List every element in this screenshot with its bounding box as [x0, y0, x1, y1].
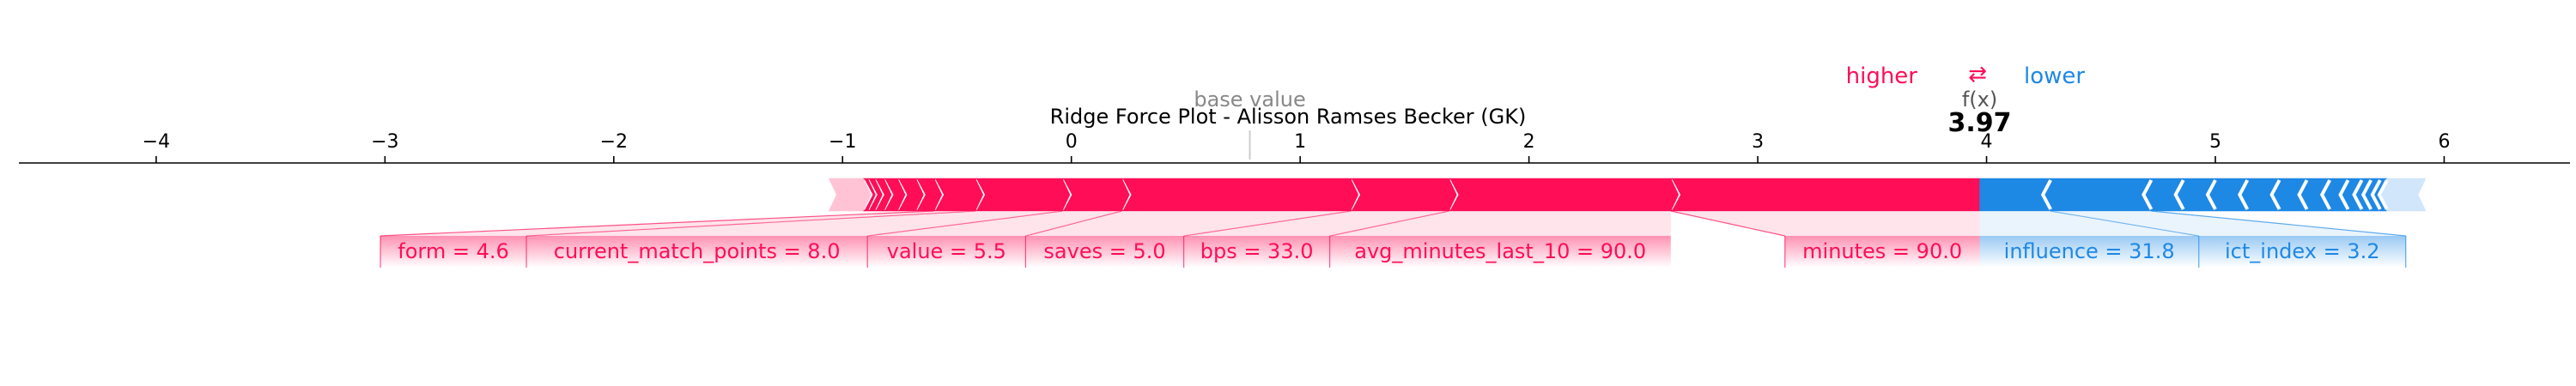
- feature-label-connector-line: [380, 210, 934, 237]
- feature-label-connector: [1025, 211, 1351, 236]
- force-bar-separator: [2338, 179, 2350, 210]
- force-bar-separator: [2297, 179, 2309, 210]
- feature-label: bps = 33.0: [1200, 239, 1314, 263]
- feature-label: minutes = 90.0: [1802, 239, 1962, 263]
- force-bar-separator: [2238, 179, 2250, 210]
- feature-label-shade: [380, 236, 527, 268]
- x-axis: −4 −3 −2 −1 0 1 2 3 4 5 6: [19, 131, 2570, 164]
- x-axis-tick-label: 6: [2438, 131, 2450, 153]
- x-axis-tick-label: 5: [2209, 131, 2221, 153]
- x-axis-tick-label: 2: [1523, 131, 1535, 153]
- feature-label-connector: [1670, 211, 1980, 236]
- feature-labels: minutes = 90.0 avg_minutes_last_10 = 90.0…: [380, 210, 2407, 268]
- force-bars: [828, 178, 2427, 212]
- feature-label-shade: [1979, 236, 2199, 268]
- feature-label-connector-line: [1183, 210, 1351, 237]
- x-axis-tick-label: 1: [1294, 131, 1306, 153]
- x-axis-tick-label: 0: [1066, 131, 1078, 153]
- feature-label-connector-line: [1670, 210, 1785, 237]
- positive-force-bar: [828, 178, 872, 212]
- output-value-label: f(x): [1962, 87, 1997, 112]
- positive-force-bar: [1121, 178, 1359, 212]
- feature-label: ict_index = 3.2: [2225, 239, 2379, 263]
- feature-label-connector: [526, 211, 1063, 236]
- feature-label-connector-line: [526, 210, 975, 237]
- force-bar-separator: [2173, 179, 2185, 210]
- chart-title: Ridge Force Plot - Alisson Ramses Becker…: [1050, 105, 1527, 129]
- x-axis-tick-label: −4: [143, 131, 170, 153]
- force-bar-separator: [2319, 179, 2331, 210]
- feature-label-connector: [2050, 211, 2406, 236]
- legend: higher ⇄ lower: [1846, 62, 2086, 89]
- feature-label-shade: [1183, 236, 1330, 268]
- feature-label: current_match_points = 8.0: [554, 239, 841, 263]
- force-bar-separator: [2269, 179, 2281, 210]
- feature-label: form = 4.6: [398, 239, 509, 263]
- negative-force-bar: [1979, 178, 2051, 212]
- feature-label-connector: [1329, 211, 1671, 236]
- force-bar-separator: [2205, 179, 2217, 210]
- feature-label-shade: [2198, 236, 2406, 268]
- base-value-marker: base value: [1194, 87, 1306, 160]
- feature-label-shade: [1329, 236, 1671, 268]
- legend-swap-arrows-icon: ⇄: [1968, 62, 1987, 87]
- feature-label-connector-line: [1329, 210, 1449, 237]
- feature-label-connector-line: [867, 210, 1063, 237]
- feature-label-shade: [526, 236, 868, 268]
- feature-label-connector-line: [2151, 210, 2406, 237]
- legend-lower-label: lower: [2024, 63, 2085, 89]
- positive-force-bar: [1670, 178, 1980, 212]
- x-axis-tick-label: 3: [1752, 131, 1764, 153]
- force-bar-separator: [2360, 179, 2372, 210]
- feature-label: influence = 31.8: [2004, 239, 2175, 263]
- force-bar-separator: [2370, 179, 2382, 210]
- feature-label-connector-line: [2050, 210, 2199, 237]
- force-bar-separator: [2352, 179, 2364, 210]
- feature-label: value = 5.5: [887, 239, 1006, 263]
- positive-force-bar: [975, 178, 1071, 212]
- positive-force-bar: [1448, 178, 1680, 212]
- x-axis-tick-label: −1: [829, 131, 856, 153]
- x-axis-tick-label: −2: [600, 131, 628, 153]
- feature-label-shade: [867, 236, 1026, 268]
- feature-label-shade: [1784, 236, 1980, 268]
- negative-force-bar: [2042, 178, 2152, 212]
- legend-higher-label: higher: [1846, 63, 1918, 89]
- force-bar-separator: [2142, 179, 2154, 210]
- feature-label-connector: [867, 211, 1122, 236]
- force-bar-separator: [2377, 179, 2389, 210]
- force-bar-separator: [2040, 179, 2052, 210]
- feature-label-connector: [1979, 211, 2199, 236]
- x-axis-tick-label: −3: [371, 131, 398, 153]
- feature-label-connector-line: [1025, 210, 1122, 237]
- base-value-label: base value: [1194, 87, 1305, 112]
- positive-force-bar: [1350, 178, 1457, 212]
- positive-force-bar: [1061, 178, 1130, 212]
- feature-label: avg_minutes_last_10 = 90.0: [1354, 239, 1646, 263]
- output-value-marker: f(x) 3.97: [1948, 87, 2012, 138]
- feature-label-shade: [1025, 236, 1184, 268]
- feature-label: saves = 5.0: [1043, 239, 1165, 263]
- x-axis-tick-label: 4: [1981, 131, 1993, 153]
- output-value: 3.97: [1948, 108, 2012, 138]
- feature-label-connector: [1183, 211, 1449, 236]
